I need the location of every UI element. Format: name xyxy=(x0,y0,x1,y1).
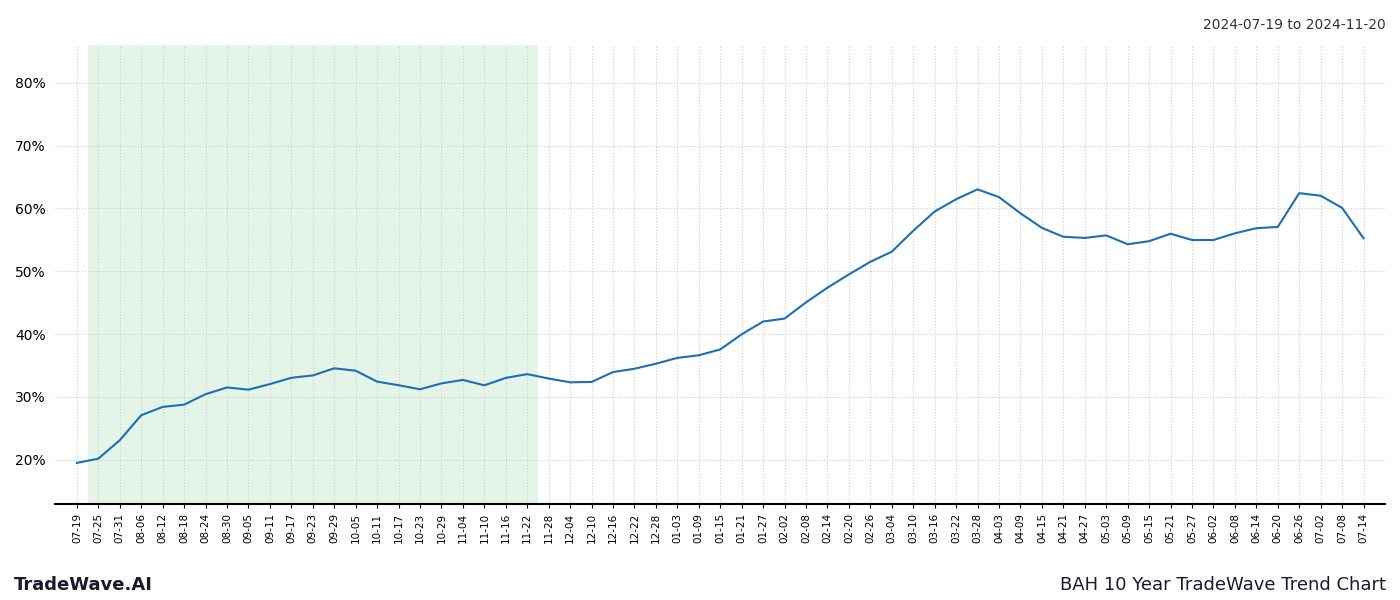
Text: BAH 10 Year TradeWave Trend Chart: BAH 10 Year TradeWave Trend Chart xyxy=(1060,576,1386,594)
Text: 2024-07-19 to 2024-11-20: 2024-07-19 to 2024-11-20 xyxy=(1203,18,1386,32)
Bar xyxy=(88,45,538,504)
Text: TradeWave.AI: TradeWave.AI xyxy=(14,576,153,594)
